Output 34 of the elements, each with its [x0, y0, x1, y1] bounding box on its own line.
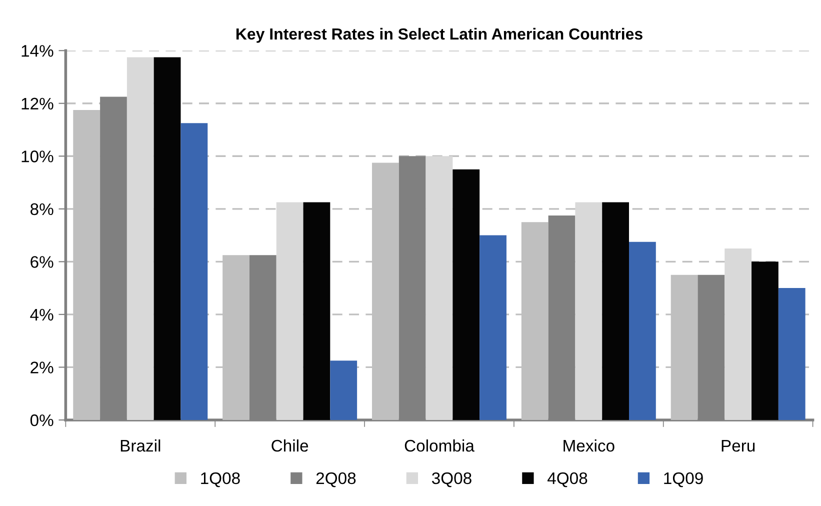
- legend-label: 1Q08: [201, 472, 240, 488]
- bar: [276, 202, 304, 420]
- legend-label: 3Q08: [432, 472, 472, 488]
- x-tick-label: Peru: [722, 440, 755, 452]
- y-tick-label: 6%: [30, 256, 54, 268]
- bar: [480, 235, 506, 420]
- y-tick-label: 2%: [30, 362, 54, 374]
- bar: [180, 123, 208, 420]
- legend-label: 4Q08: [548, 472, 588, 488]
- x-tick-label: Brazil: [120, 439, 160, 452]
- bar: [126, 57, 154, 420]
- bar: [426, 156, 453, 420]
- y-tick-label: 10%: [22, 150, 54, 162]
- bar: [303, 202, 330, 420]
- bar: [602, 202, 629, 420]
- bar: [330, 360, 358, 420]
- chart-title: Key Interest Rates in Select Latin American Countries: [236, 28, 642, 43]
- bar: [575, 202, 602, 420]
- bar: [452, 169, 480, 420]
- legend-label: 2Q08: [316, 472, 356, 488]
- bar: [724, 248, 752, 420]
- y-tick-label: 0%: [30, 414, 54, 426]
- bar: [752, 262, 778, 420]
- x-tick-label: Chile: [272, 439, 308, 452]
- bar: [154, 57, 181, 420]
- y-tick-label: 14%: [22, 45, 54, 57]
- y-tick-label: 4%: [30, 308, 54, 321]
- x-tick-label: Colombia: [404, 439, 474, 452]
- y-tick-label: 8%: [30, 203, 54, 216]
- legend-label: 1Q09: [664, 472, 703, 488]
- bar: [778, 288, 806, 420]
- x-tick-label: Mexico: [564, 439, 614, 452]
- bar: [629, 242, 656, 420]
- y-tick-label: 12%: [22, 98, 54, 110]
